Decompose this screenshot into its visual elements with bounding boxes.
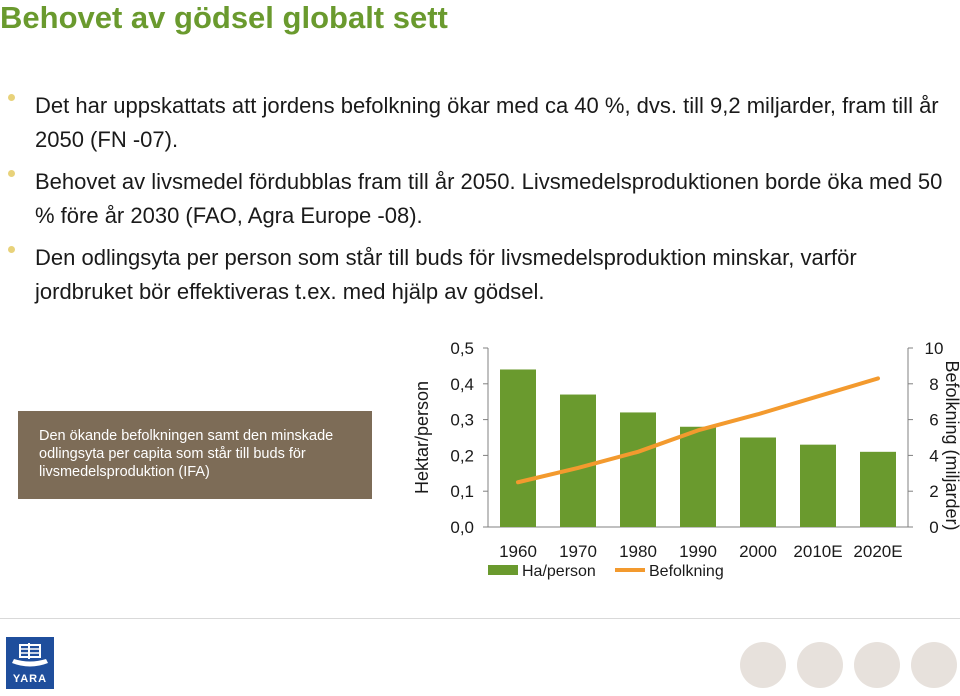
y-tick-label-left: 0,4 — [450, 375, 474, 394]
bar — [560, 394, 596, 527]
y-tick-label-left: 0,5 — [450, 339, 474, 358]
bullet-text: Det har uppskattats att jordens befolkni… — [35, 93, 939, 152]
x-tick-label: 1980 — [619, 542, 657, 561]
bullet-dot-icon — [8, 246, 15, 253]
y-tick-label-right: 6 — [929, 411, 938, 430]
series-line-befolkning — [516, 376, 880, 485]
y-tick-label-left: 0,2 — [450, 446, 474, 465]
bar — [620, 412, 656, 527]
x-tick-label: 1990 — [679, 542, 717, 561]
viking-ship-icon — [12, 643, 48, 667]
decor-circle — [911, 642, 957, 688]
callout-box: Den ökande befolkningen samt den minskad… — [18, 411, 372, 499]
decor-circle — [740, 642, 786, 688]
x-tick-label: 2020E — [853, 542, 902, 561]
bar — [680, 426, 716, 527]
y-tick-label-right: 8 — [929, 375, 938, 394]
bullet-dot-icon — [8, 170, 15, 177]
bullet-text: Behovet av livsmedel fördubblas fram til… — [35, 169, 943, 228]
logo-text: YARA — [12, 673, 48, 685]
y-tick-label-left: 0,1 — [450, 482, 474, 501]
bullet-dot-icon — [8, 94, 15, 101]
legend-swatch-bar — [488, 565, 518, 575]
footer-divider — [0, 618, 960, 619]
bar — [800, 444, 836, 527]
chart: 0,0 0,1 0,2 0,3 0,4 0,5 0 2 4 6 8 10 Hektar/person Be… — [412, 339, 960, 580]
decor-circle — [797, 642, 843, 688]
y-tick-label-left: 0,3 — [450, 411, 474, 430]
yara-logo: YARA — [6, 637, 54, 689]
bar — [500, 369, 536, 527]
y-axis-title-left: Hektar/person — [412, 381, 432, 494]
x-tick-label: 1960 — [499, 542, 537, 561]
legend-label: Ha/person — [522, 563, 596, 580]
bar — [860, 451, 896, 527]
y-tick-label-right: 2 — [929, 482, 938, 501]
y-tick-label-right: 10 — [925, 339, 944, 358]
y-tick-label-right: 4 — [929, 446, 938, 465]
bar — [740, 437, 776, 527]
x-tick-label: 1970 — [559, 542, 597, 561]
y-axis-title-right: Befolkning (miljarder) — [942, 360, 960, 530]
x-tick-label: 2000 — [739, 542, 777, 561]
decor-circle — [854, 642, 900, 688]
x-tick-label: 2010E — [793, 542, 842, 561]
y-tick-label-left: 0,0 — [450, 518, 474, 537]
legend-label: Befolkning — [649, 563, 724, 580]
y-tick-label-right: 0 — [929, 518, 938, 537]
callout-text: Den ökande befolkningen samt den minskad… — [39, 428, 334, 480]
slide-title: Behovet av gödsel globalt sett — [0, 0, 448, 35]
bullet-text: Den odlingsyta per person som står till … — [35, 245, 857, 304]
